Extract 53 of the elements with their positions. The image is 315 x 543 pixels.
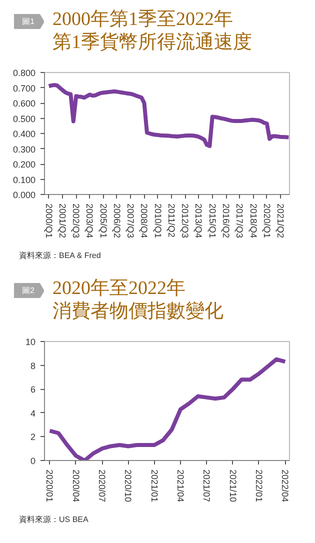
x-tick-label: 2011/Q2 — [166, 204, 176, 238]
y-tick-label: 4 — [30, 408, 36, 418]
y-tick-label: 0.800 — [12, 68, 36, 78]
x-tick-label: 2016/Q2 — [221, 204, 231, 238]
x-tick-label: 2007/Q3 — [126, 204, 136, 238]
x-tick-label: 2021/04 — [176, 470, 186, 502]
y-tick-label: 0.500 — [12, 114, 36, 124]
x-tick-label: 2000/Q1 — [44, 204, 54, 238]
x-tick-label: 2006/Q2 — [112, 204, 122, 238]
y-tick-label: 0.600 — [12, 98, 36, 108]
y-tick-label: 0.400 — [12, 129, 36, 139]
x-tick-label: 2022/01 — [254, 470, 264, 502]
x-tick-label: 2002/Q3 — [71, 204, 82, 238]
x-tick-label: 2020/04 — [70, 470, 81, 502]
x-tick-label: 2017/Q3 — [234, 204, 245, 238]
x-tick-label: 2020/01 — [44, 470, 55, 502]
x-tick-label: 2020/07 — [97, 470, 108, 502]
y-tick-label: 8 — [30, 360, 36, 371]
y-tick-label: 0.700 — [12, 83, 36, 94]
y-tick-label: 0.100 — [12, 174, 36, 185]
x-tick-label: 2008/Q4 — [139, 204, 150, 238]
y-tick-label: 0.300 — [12, 144, 36, 154]
y-tick-label: 10 — [25, 337, 36, 347]
source-note: 資料來源：BEA & Fred — [19, 250, 101, 262]
x-tick-label: 2012/Q3 — [180, 204, 190, 238]
x-tick-label: 2021/01 — [149, 470, 160, 502]
caption: 圖2 — [14, 283, 44, 298]
x-tick-label: 2010/Q1 — [152, 204, 163, 238]
chart-title: 2000年第1季至2022年 — [52, 9, 233, 30]
line-series — [48, 357, 288, 460]
y-tick-label: 2 — [30, 432, 36, 442]
y-tick-label: 6 — [30, 384, 36, 395]
x-tick-label: 2022/04 — [280, 470, 290, 502]
x-tick-label: 2020/10 — [123, 470, 134, 502]
source-note: 資料來源：US BEA — [19, 514, 88, 526]
x-tick-label: 2021/Q2 — [276, 204, 286, 238]
x-tick-label: 2021/07 — [202, 470, 212, 502]
x-tick-label: 2015/Q1 — [207, 204, 218, 238]
x-tick-label: 2003/Q4 — [84, 204, 95, 238]
x-tick-label: 2021/10 — [228, 470, 238, 502]
chart-title: 2020年至2022年 — [52, 278, 186, 299]
x-tick-label: 2001/Q2 — [57, 204, 68, 238]
x-tick-label: 2005/Q1 — [98, 204, 108, 238]
y-tick-label: 0 — [30, 456, 36, 466]
x-tick-label: 2018/Q4 — [248, 204, 258, 238]
x-tick-label: 2020/Q1 — [262, 204, 272, 238]
chart-subtitle: 第1季貨幣所得流通速度 — [52, 32, 252, 53]
line-series — [46, 83, 290, 148]
caption: 圖1 — [14, 14, 44, 30]
y-tick-label: 0.000 — [12, 190, 36, 200]
y-tick-label: 0.200 — [12, 160, 36, 170]
x-tick-label: 2013/Q4 — [194, 204, 204, 238]
chart-subtitle: 消費者物價指數變化 — [52, 301, 224, 322]
